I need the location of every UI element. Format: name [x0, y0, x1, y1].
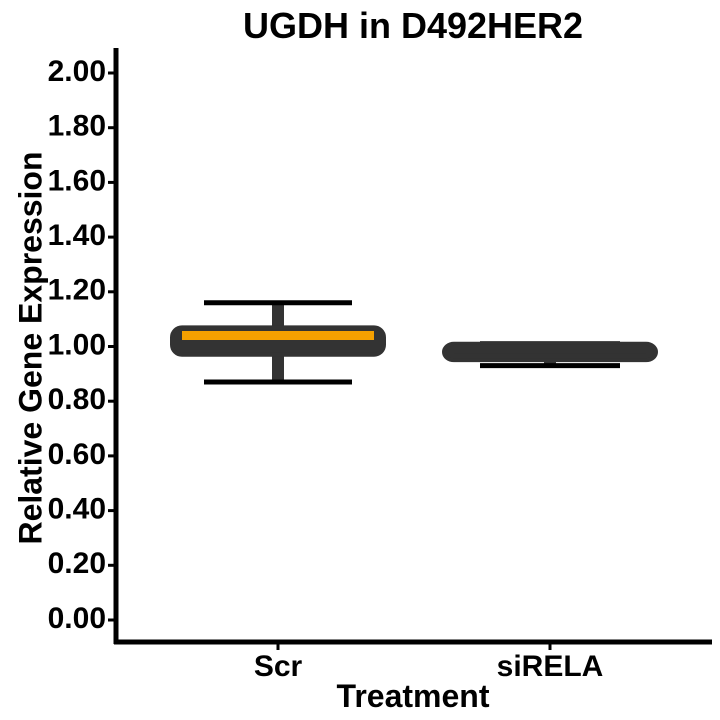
y-tick-label: 2.00: [48, 55, 106, 88]
x-tick-label: Scr: [254, 650, 303, 683]
y-tick-label: 0.20: [48, 547, 106, 580]
chart-title: UGDH in D492HER2: [243, 5, 583, 46]
y-tick-label: 1.40: [48, 219, 106, 252]
y-tick-label: 1.80: [48, 110, 106, 143]
y-tick-label: 0.40: [48, 493, 106, 526]
y-axis-title: Relative Gene Expression: [12, 151, 48, 544]
y-tick-label: 1.00: [48, 328, 106, 361]
plot-area: 0.00 0.20 0.40 0.60 0.80 1.00 1.20 1.40 1.60 1.80…: [48, 48, 712, 683]
y-tick-label: 1.20: [48, 274, 106, 307]
y-tick-label: 0.00: [48, 602, 106, 635]
y-tick-label: 0.60: [48, 438, 106, 471]
x-axis-title: Treatment: [337, 678, 490, 714]
y-tick-label: 0.80: [48, 383, 106, 416]
y-tick-label: 1.60: [48, 164, 106, 197]
x-tick-label: siRELA: [497, 650, 604, 683]
